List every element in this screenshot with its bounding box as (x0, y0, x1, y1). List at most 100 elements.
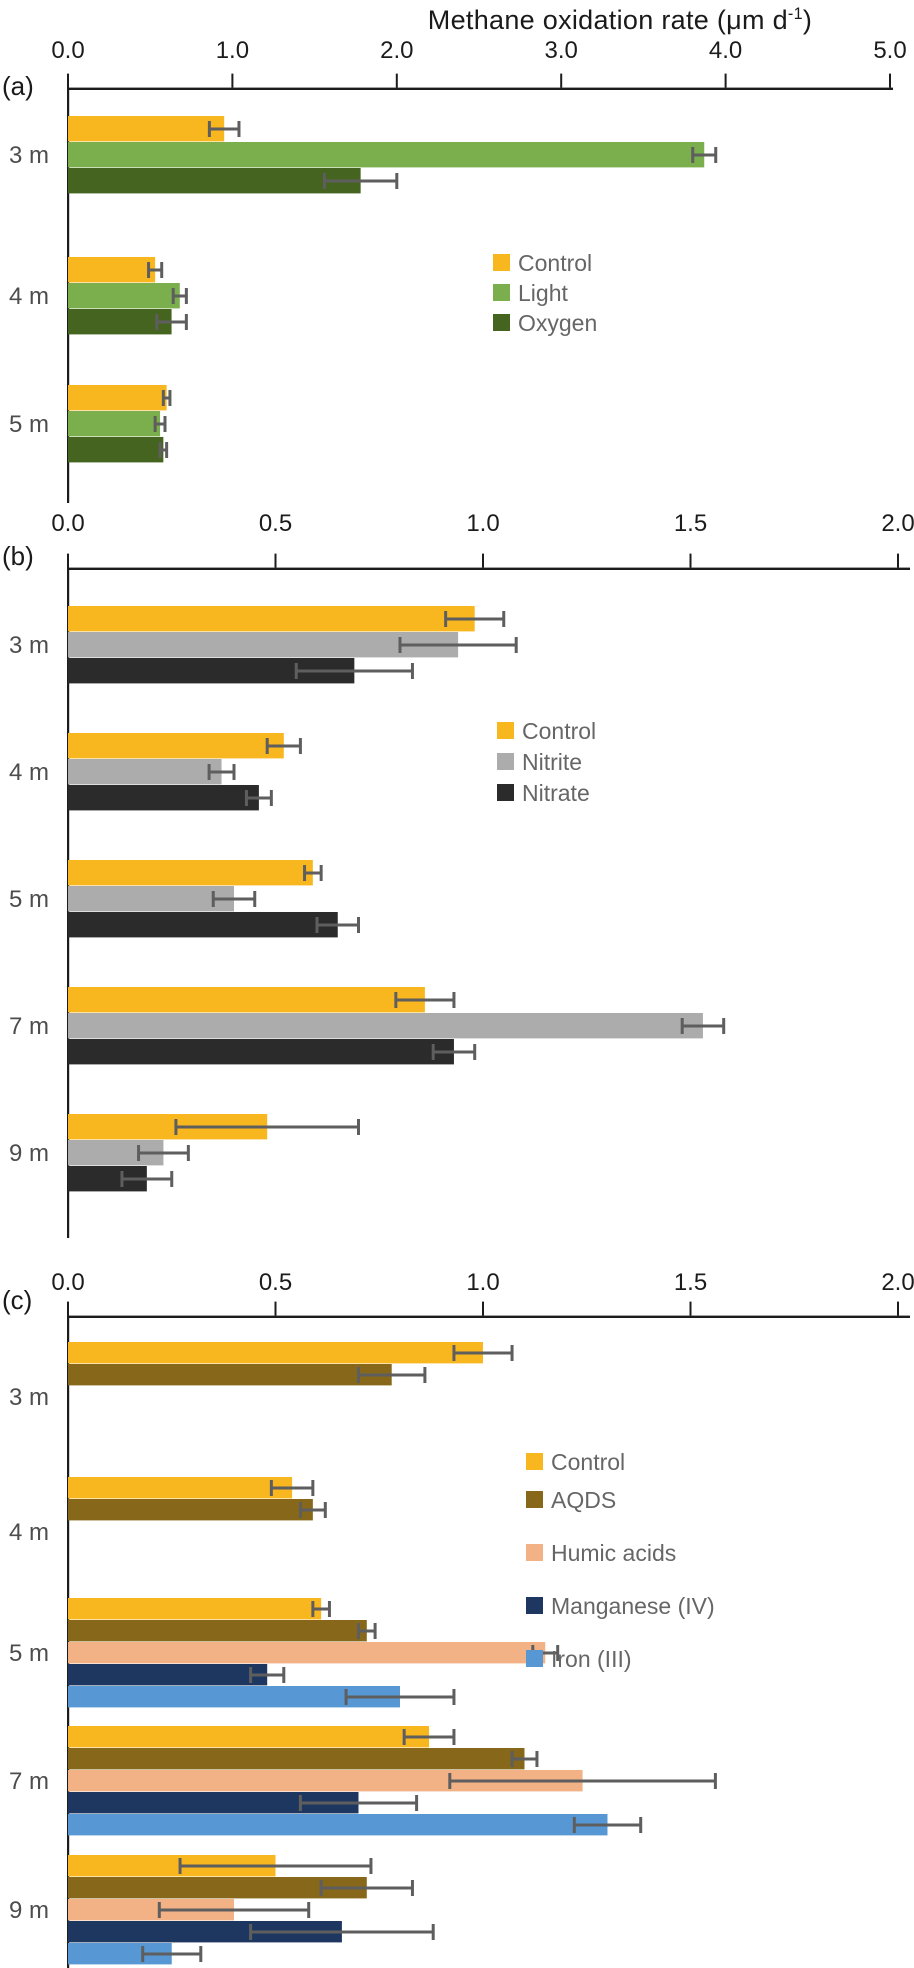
legend-swatch (526, 1544, 543, 1561)
bar (68, 116, 225, 142)
x-axis-line (67, 567, 910, 570)
depth-label: 5 m (9, 1640, 49, 1667)
bar (68, 142, 705, 168)
bar (68, 1598, 322, 1620)
bar (68, 1686, 400, 1708)
bar (68, 1364, 392, 1386)
depth-label: 4 m (9, 759, 49, 786)
depth-label: 9 m (9, 1140, 49, 1167)
legend-label: Iron (III) (551, 1646, 632, 1672)
depth-label: 5 m (9, 886, 49, 913)
legend-label: Manganese (IV) (551, 1593, 715, 1619)
bar (68, 987, 425, 1013)
y-axis-line (67, 1315, 70, 1968)
legend-b: Control Nitrite Nitrate (497, 718, 596, 806)
x-axis-line (67, 87, 893, 90)
legend-swatch (526, 1650, 543, 1667)
legend-label: Control (518, 250, 592, 276)
panel-b: 0.0 0.5 1.0 1.5 2.0 3 m 4 m 5 m 7 m 9 m Control Nit… (9, 510, 914, 1238)
x-axis-tick-label: 2.0 (881, 1269, 914, 1296)
legend-label: Control (522, 718, 596, 744)
bar (68, 1943, 172, 1965)
legend-label: Nitrite (522, 749, 582, 775)
legend-label: Light (518, 280, 568, 306)
bar (68, 860, 313, 886)
depth-label: 9 m (9, 1897, 49, 1924)
x-axis-tick (689, 553, 692, 568)
x-axis-tick (560, 73, 563, 88)
bar (68, 283, 180, 309)
depth-label: 3 m (9, 632, 49, 659)
legend-swatch (493, 314, 510, 331)
bar (68, 785, 259, 811)
depth-label: 3 m (9, 1384, 49, 1411)
panel-label-b: (b) (2, 541, 34, 571)
x-axis-tick (395, 73, 398, 88)
legend-swatch (526, 1597, 543, 1614)
legend-a: Control Light Oxygen (493, 250, 597, 336)
x-axis-tick-label: 0.0 (51, 510, 84, 537)
x-axis-title-superscript: -1 (787, 5, 803, 23)
bar (68, 606, 475, 632)
legend-label: Oxygen (518, 310, 597, 336)
depth-label: 4 m (9, 1519, 49, 1546)
bar (68, 309, 172, 335)
bar (68, 385, 167, 411)
x-axis-tick (67, 73, 69, 88)
legend-swatch (493, 284, 510, 301)
panel-label-a: (a) (2, 71, 34, 101)
depth-label: 7 m (9, 1013, 49, 1040)
x-axis-title-main: Methane oxidation rate (μm d (427, 5, 788, 35)
x-axis-tick-label: 4.0 (709, 37, 742, 64)
legend-swatch (526, 1491, 543, 1508)
legend-swatch (526, 1453, 543, 1470)
x-axis-tick (274, 1301, 277, 1316)
legend-c: Control AQDS Humic acids Manganese (IV) Iron… (526, 1449, 715, 1672)
bar (68, 1664, 268, 1686)
x-axis-tick-label: 1.0 (466, 510, 499, 537)
legend-swatch (497, 753, 514, 770)
bar (68, 1342, 483, 1364)
legend-swatch (497, 784, 514, 801)
x-axis-tick-label: 5.0 (873, 37, 906, 64)
x-axis-tick (724, 73, 727, 88)
x-axis-tick (482, 1301, 484, 1316)
bar (68, 1814, 608, 1836)
x-axis-tick-label: 2.0 (380, 37, 413, 64)
x-axis-tick-label: 1.0 (216, 37, 249, 64)
bar (68, 759, 222, 785)
bar (68, 912, 338, 938)
bar (68, 411, 161, 437)
bar (68, 1921, 342, 1943)
x-axis-tick-label: 3.0 (545, 37, 578, 64)
legend-swatch (493, 254, 510, 271)
legend-swatch (497, 722, 514, 739)
x-axis-tick (897, 1301, 899, 1316)
bar (68, 168, 361, 194)
bar (68, 1039, 454, 1065)
bar (68, 1792, 359, 1814)
bar (68, 1013, 703, 1039)
x-axis-title: Methane oxidation rate (μm d-1) (428, 5, 812, 36)
bar (68, 632, 459, 658)
x-axis-tick (231, 73, 234, 88)
x-axis-tick (689, 1301, 692, 1316)
bar (68, 257, 156, 283)
bar (68, 1770, 583, 1792)
x-axis-tick (67, 1301, 69, 1316)
bar (68, 1877, 367, 1899)
depth-label: 7 m (9, 1768, 49, 1795)
x-axis-tick (67, 553, 69, 568)
x-axis-tick-label: 1.0 (466, 1269, 499, 1296)
depth-label: 4 m (9, 283, 49, 310)
legend-label: AQDS (551, 1487, 616, 1513)
bar (68, 1726, 430, 1748)
x-axis-tick-label: 0.0 (51, 1269, 84, 1296)
x-axis-line (67, 1315, 910, 1318)
bar (68, 1620, 367, 1642)
legend-label: Humic acids (551, 1540, 676, 1566)
x-axis-tick (274, 553, 277, 568)
depth-label: 3 m (9, 142, 49, 169)
